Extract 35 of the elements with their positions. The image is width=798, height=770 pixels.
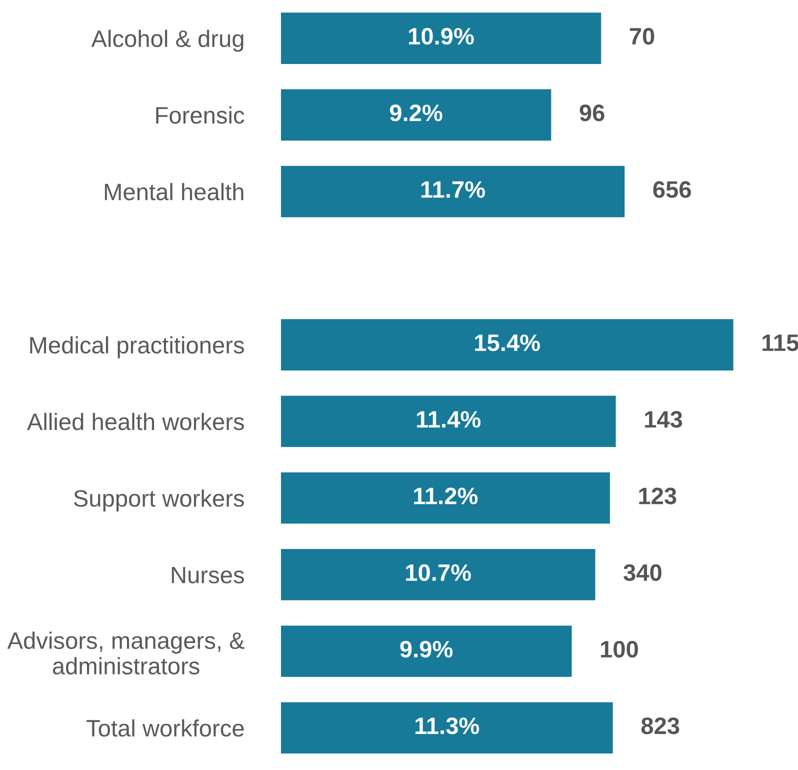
y-tick-label: Alcohol & drug — [91, 30, 244, 52]
y-tick-label: Allied health workers — [26, 412, 244, 430]
y-tick-label: Forensic — [156, 106, 244, 124]
annotation: 823 — [641, 717, 680, 734]
data-label: 11.7% — [421, 181, 485, 198]
bar — [280, 166, 625, 218]
y-tick-label: Mental health — [104, 182, 244, 200]
bar — [280, 319, 734, 370]
annotation: 70 — [630, 28, 654, 45]
y-tick-label: Advisors, managers, & administrators — [7, 632, 244, 674]
bar — [280, 702, 613, 754]
data-label: 9.9% — [400, 640, 453, 658]
bar — [280, 548, 596, 600]
annotation: 123 — [639, 488, 676, 504]
data-label: 9.2% — [390, 104, 442, 122]
data-label: 11.4% — [417, 411, 481, 428]
data-label: 11.3% — [416, 717, 480, 734]
annotation: 143 — [645, 411, 682, 428]
y-tick-label: Nurses — [172, 566, 244, 584]
bar — [280, 396, 616, 448]
bar — [280, 626, 572, 677]
annotation: 340 — [624, 564, 662, 581]
data-label: 10.9% — [409, 28, 474, 45]
y-tick-label: Medical practitioners — [30, 336, 244, 358]
annotation: 100 — [600, 640, 638, 658]
data-label: 10.7% — [406, 564, 471, 581]
annotation: 96 — [580, 104, 604, 122]
y-tick-label: Total workforce — [86, 719, 244, 737]
data-label: 11.2% — [414, 488, 478, 504]
y-tick-label: Support workers — [74, 489, 244, 512]
bar — [280, 12, 602, 64]
bar — [280, 89, 552, 141]
annotation: 656 — [653, 181, 691, 198]
data-label: 15.4% — [475, 334, 540, 352]
bar — [280, 472, 610, 524]
